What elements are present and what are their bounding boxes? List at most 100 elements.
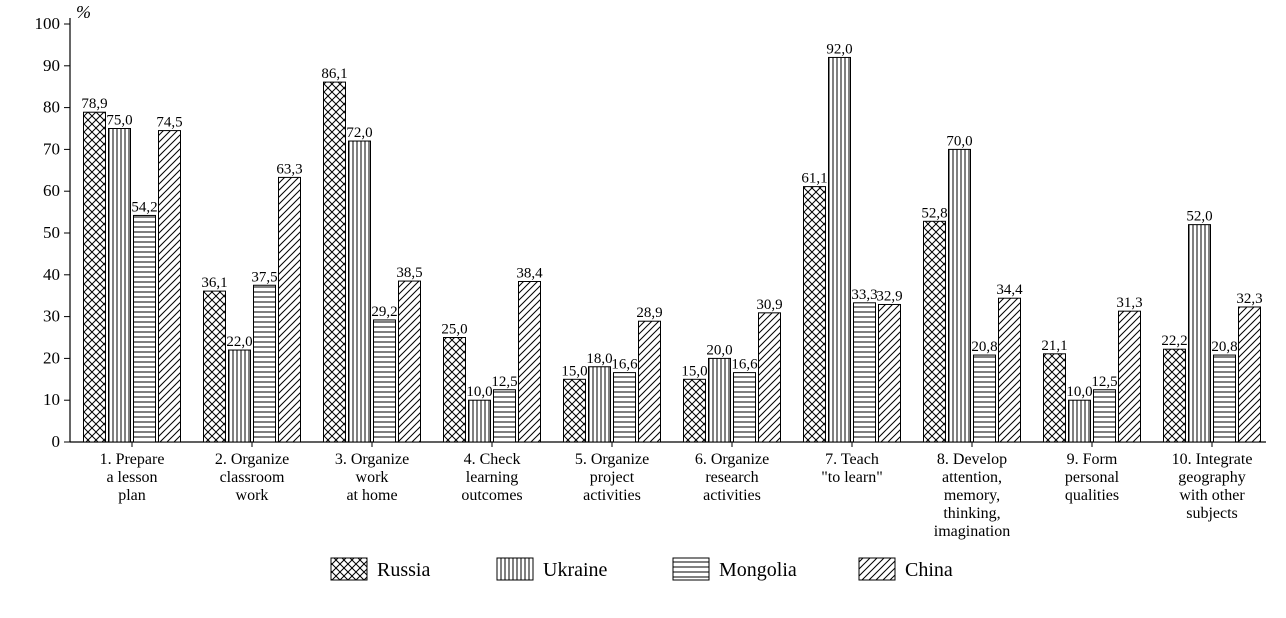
bar-value-label: 92,0 [826,41,852,57]
bar-mongolia [974,355,996,442]
legend-label-russia: Russia [377,559,430,581]
bar-china [639,321,661,442]
bar-russia [1164,349,1186,442]
bar-value-label: 32,3 [1236,291,1262,307]
bar-ukraine [469,400,491,442]
x-category-label: 8. Develop [937,451,1007,468]
bar-value-label: 37,5 [251,269,277,285]
y-tick-label: 100 [35,14,61,33]
bar-value-label: 20,0 [706,342,732,358]
bar-value-label: 12,5 [1091,374,1117,390]
x-category-label: 6. Organize [695,451,769,468]
bar-mongolia [494,390,516,442]
bar-value-label: 21,1 [1041,338,1067,354]
bar-russia [204,291,226,442]
bar-china [159,131,181,442]
bar-ukraine [829,57,851,442]
x-category-label: 7. Teach [825,451,879,468]
legend-swatch-ukraine [497,558,533,580]
x-category-label: activities [583,487,641,504]
bar-value-label: 70,0 [946,133,972,149]
x-category-label: imagination [934,523,1010,540]
x-category-label: 4. Check [464,451,521,468]
bar-value-label: 36,1 [201,275,227,291]
bar-ukraine [109,129,131,443]
legend-swatch-russia [331,558,367,580]
x-category-label: learning [466,469,518,486]
x-category-label: subjects [1186,505,1238,522]
bar-mongolia [1094,390,1116,442]
x-category-label: thinking, [943,505,1000,522]
bar-china [279,177,301,442]
bar-value-label: 10,0 [1066,384,1092,400]
bar-mongolia [1214,355,1236,442]
y-tick-label: 90 [43,56,60,75]
legend-swatch-mongolia [673,558,709,580]
bar-mongolia [374,320,396,442]
bar-value-label: 28,9 [636,305,662,321]
bar-value-label: 72,0 [346,125,372,141]
x-category-label: 1. Prepare [100,451,165,468]
legend-label-china: China [905,559,953,581]
bar-value-label: 75,0 [106,113,132,129]
grouped-bar-chart: 0102030405060708090100%78,975,054,274,51… [0,0,1286,618]
bar-value-label: 61,1 [801,171,827,187]
bar-ukraine [949,149,971,442]
x-category-label: outcomes [461,487,522,504]
y-tick-label: 70 [43,139,60,158]
bar-value-label: 63,3 [276,161,302,177]
x-category-label: classroom [220,469,285,486]
bar-value-label: 22,0 [226,334,252,350]
y-tick-label: 60 [43,181,60,200]
bar-value-label: 31,3 [1116,295,1142,311]
x-category-label: personal [1065,469,1120,486]
bar-value-label: 38,5 [396,265,422,281]
bar-value-label: 18,0 [586,351,612,367]
bar-value-label: 29,2 [371,304,397,320]
bar-value-label: 86,1 [321,66,347,82]
x-category-label: "to learn" [821,469,882,486]
x-category-label: memory, [944,487,1000,504]
x-category-label: 5. Organize [575,451,649,468]
bar-russia [924,221,946,442]
bar-value-label: 20,8 [971,339,997,355]
bar-mongolia [254,285,276,442]
bar-mongolia [854,303,876,442]
bar-value-label: 16,6 [731,357,758,373]
y-tick-label: 80 [43,98,60,117]
x-category-label: 9. Form [1067,451,1118,468]
bar-value-label: 33,3 [851,287,877,303]
x-category-label: with other [1179,487,1245,504]
bar-china [1239,307,1261,442]
bar-ukraine [1189,225,1211,442]
bar-ukraine [229,350,251,442]
bar-value-label: 78,9 [81,96,107,112]
bar-value-label: 38,4 [516,265,543,281]
bar-value-label: 32,9 [876,288,902,304]
legend-label-mongolia: Mongolia [719,559,797,581]
bar-value-label: 10,0 [466,384,492,400]
bar-china [999,298,1021,442]
x-category-label: plan [118,487,146,504]
bar-mongolia [134,215,156,442]
y-tick-label: 20 [43,348,60,367]
bar-value-label: 54,2 [131,199,157,215]
bar-ukraine [709,358,731,442]
bar-value-label: 30,9 [756,297,782,313]
x-category-label: qualities [1065,487,1119,504]
y-axis-label: % [76,2,91,22]
bar-china [879,304,901,442]
x-category-label: a lesson [106,469,157,486]
y-tick-label: 10 [43,390,60,409]
bar-value-label: 15,0 [681,363,707,379]
bar-russia [324,82,346,442]
x-category-label: work [356,469,389,486]
bar-china [399,281,421,442]
y-tick-label: 30 [43,307,60,326]
x-category-label: geography [1178,469,1246,486]
bar-russia [1044,354,1066,442]
y-tick-label: 40 [43,265,60,284]
bar-value-label: 16,6 [611,357,638,373]
x-category-label: work [236,487,269,504]
bar-mongolia [734,373,756,442]
